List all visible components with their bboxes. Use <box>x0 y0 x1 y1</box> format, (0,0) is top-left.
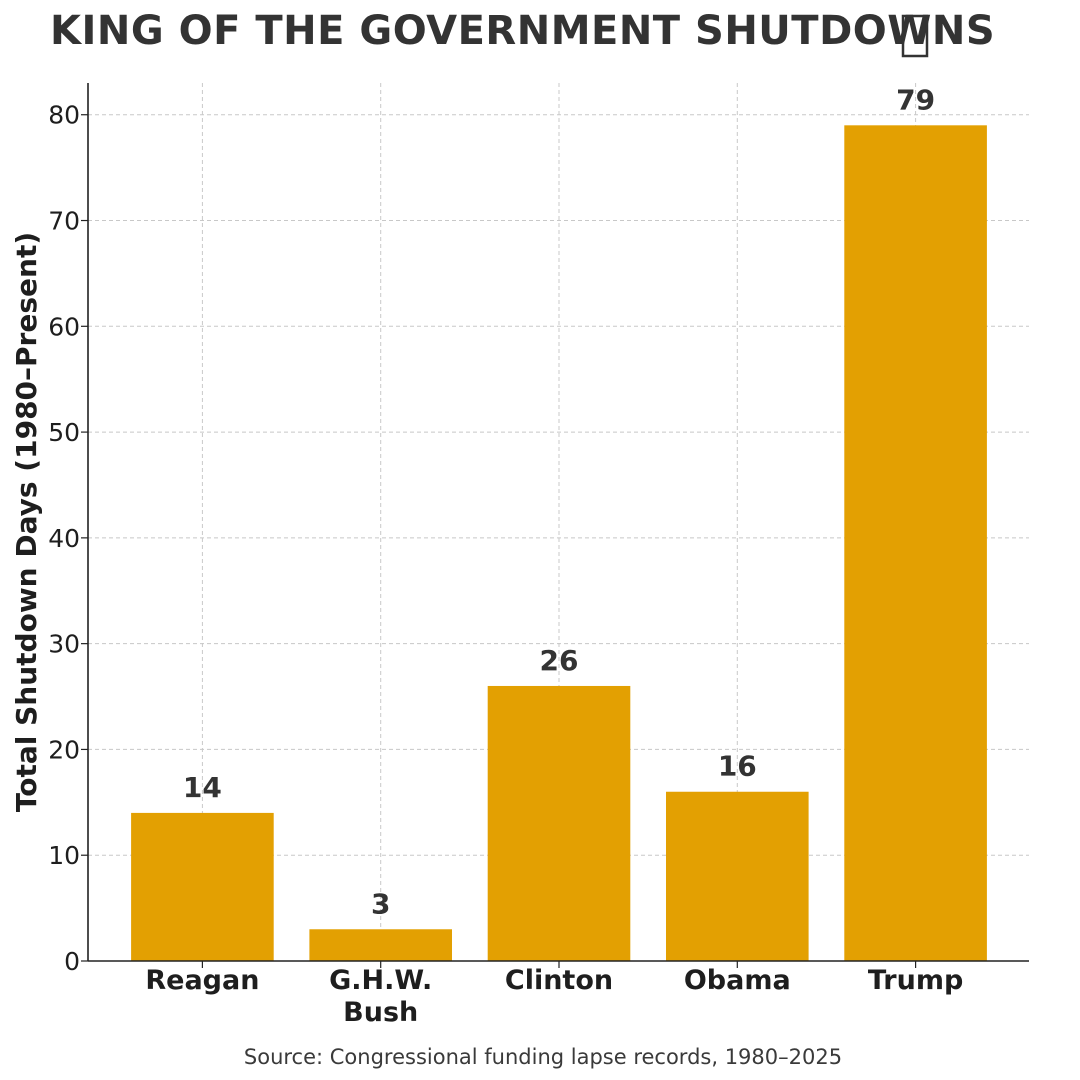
x-tick-label: Reagan <box>145 965 259 996</box>
y-tick-label: 80 <box>48 101 80 130</box>
bar-value-label: 16 <box>718 750 757 783</box>
labels-layer: 0 10 20 30 40 50 60 70 80 Reagan G.H.W. Bush Clinton… <box>48 83 963 1028</box>
axes-layer <box>81 83 1029 968</box>
x-tick-label-line: G.H.W. <box>329 965 432 996</box>
bar <box>487 685 631 961</box>
bar-value-label: 79 <box>896 83 935 116</box>
bar <box>666 791 809 961</box>
bar <box>844 125 987 962</box>
bars-layer <box>131 125 987 962</box>
bar-value-label: 26 <box>540 644 579 677</box>
x-tick-label-line: Clinton <box>505 965 613 996</box>
x-tick-label: Obama <box>684 965 791 996</box>
chart-title: KING OF THE GOVERNMENT SHUTDOWNS <box>50 8 995 54</box>
x-tick-label-line: Obama <box>684 965 791 996</box>
y-axis-label: Total Shutdown Days (1980–Present) <box>10 232 43 812</box>
x-tick-label-line: Reagan <box>145 965 259 996</box>
x-tick-label: Trump <box>868 965 963 996</box>
bar-value-label: 3 <box>371 887 390 920</box>
y-tick-label: 40 <box>48 524 80 553</box>
bar-value-label: 14 <box>183 771 222 804</box>
x-tick-label: Clinton <box>505 965 613 996</box>
y-tick-label: 70 <box>48 207 80 236</box>
y-tick-label: 60 <box>48 312 80 341</box>
y-tick-label: 20 <box>48 735 80 764</box>
bar <box>131 812 274 961</box>
x-tick-label: G.H.W. Bush <box>329 965 432 1028</box>
y-tick-label: 10 <box>48 841 80 870</box>
x-tick-label-line: Trump <box>868 965 963 996</box>
source-note: Source: Congressional funding lapse reco… <box>244 1045 842 1069</box>
crown-emoji-placeholder-box-icon <box>901 14 929 58</box>
bar <box>309 929 452 961</box>
x-tick-label-line: Bush <box>343 997 418 1028</box>
y-tick-label: 0 <box>64 947 80 976</box>
y-tick-label: 50 <box>48 418 80 447</box>
y-tick-label: 30 <box>48 630 80 659</box>
